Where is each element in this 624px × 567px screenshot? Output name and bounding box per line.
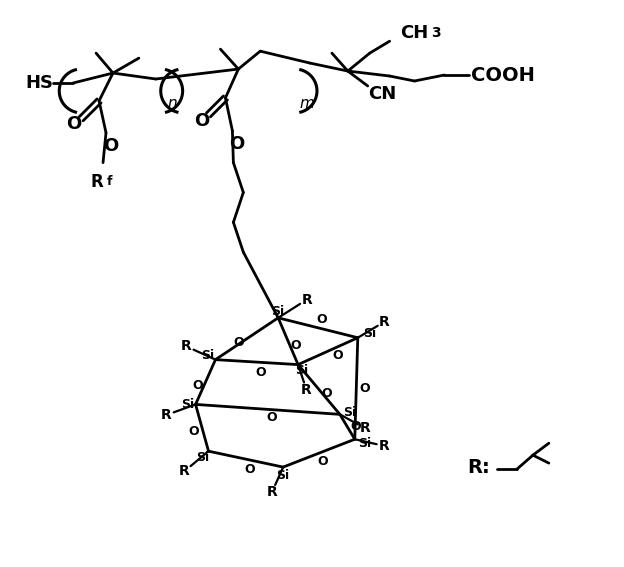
Text: R: R [301, 383, 312, 397]
Text: O: O [350, 420, 361, 433]
Text: O: O [291, 338, 301, 352]
Text: R: R [181, 340, 192, 353]
Text: O: O [67, 115, 82, 133]
Text: Si: Si [196, 451, 209, 464]
Text: O: O [233, 336, 244, 349]
Text: Si: Si [363, 327, 376, 340]
Text: Si: Si [271, 306, 285, 318]
Text: O: O [104, 137, 119, 155]
Text: R: R [379, 439, 390, 453]
Text: R: R [301, 293, 312, 307]
Text: R: R [161, 408, 172, 422]
Text: Si: Si [343, 406, 356, 419]
Text: COOH: COOH [471, 66, 535, 84]
Text: O: O [255, 366, 266, 379]
Text: n: n [168, 96, 177, 111]
Text: Si: Si [201, 349, 214, 362]
Text: O: O [194, 112, 209, 130]
Text: R: R [179, 464, 190, 478]
Text: CN: CN [369, 85, 397, 103]
Text: O: O [189, 425, 200, 438]
Text: Si: Si [296, 364, 309, 377]
Text: O: O [359, 382, 369, 395]
Text: HS: HS [26, 74, 53, 92]
Text: 3: 3 [431, 26, 441, 40]
Text: O: O [245, 463, 255, 476]
Text: Si: Si [358, 437, 371, 450]
Text: Si: Si [181, 398, 194, 411]
Text: m: m [300, 96, 314, 111]
Text: R: R [90, 174, 104, 192]
Text: R: R [379, 315, 390, 329]
Text: R:: R: [467, 458, 490, 477]
Text: O: O [318, 455, 328, 468]
Text: O: O [316, 314, 327, 327]
Text: O: O [266, 411, 277, 424]
Text: O: O [229, 135, 244, 153]
Text: R: R [266, 485, 277, 500]
Text: O: O [333, 349, 343, 362]
Text: O: O [321, 387, 332, 400]
Text: f: f [107, 175, 112, 188]
Text: Si: Si [276, 468, 290, 481]
Text: CH: CH [401, 24, 429, 42]
Text: O: O [192, 379, 203, 392]
Text: R: R [359, 421, 370, 435]
